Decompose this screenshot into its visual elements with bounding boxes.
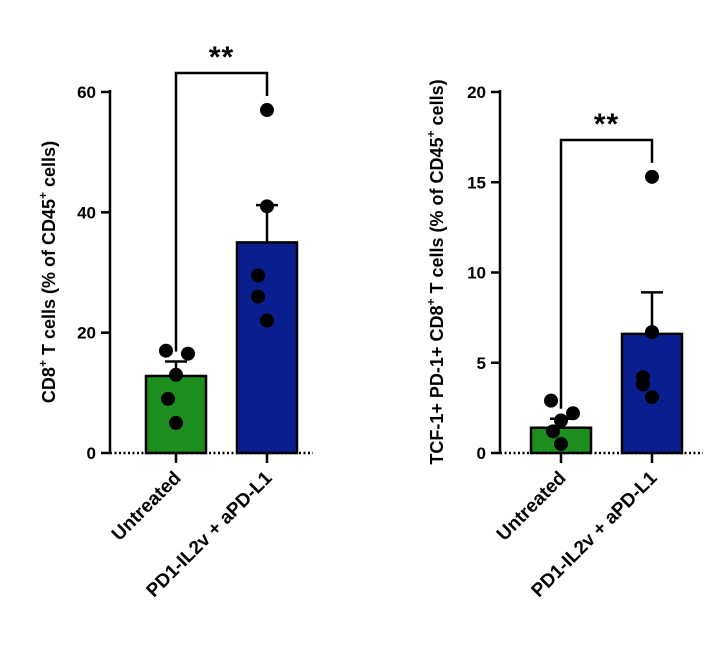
panel-2-significance-bracket: **	[559, 108, 654, 409]
panel-1-point-0-0	[159, 343, 173, 358]
panel-2-y-tick-label-1: 5	[477, 354, 486, 373]
panel-2-y-tick-label-2: 10	[467, 264, 486, 283]
panel-1-y-axis-label-text: CD8+ T cells (% of CD45+ cells)	[36, 141, 59, 403]
panel-2-point-1-1	[645, 325, 659, 340]
panel-1-cd8-t-cells: CD8+ T cells (% of CD45+ cells) 0204060 …	[36, 41, 313, 602]
panel-1-bracket-line	[174, 71, 269, 352]
panel-1-point-1-3	[251, 289, 265, 304]
panel-2-y-axis-label-text: TCF-1+ PD-1+ CD8+ T cells (% of CD45+ ce…	[424, 79, 447, 464]
panel-1-point-0-2	[169, 367, 183, 382]
panel-1-point-0-4	[169, 415, 183, 430]
panel-2-y-axis-label: TCF-1+ PD-1+ CD8+ T cells (% of CD45+ ce…	[424, 79, 447, 464]
panel-1-y-tick-label-0: 0	[87, 444, 96, 463]
panel-2-category-label-0: Untreated	[493, 468, 571, 546]
panel-2-point-1-0	[645, 169, 659, 184]
panel-1-y-tick-label-1: 20	[77, 324, 96, 343]
panel-1-y-tick-label-3: 60	[77, 83, 96, 102]
panel-2-point-0-0	[544, 393, 558, 408]
panel-2-bracket-line	[559, 138, 654, 409]
panel-1-point-1-0	[260, 103, 274, 118]
panel-1-point-1-1	[260, 199, 274, 214]
panel-2-y-tick-label-4: 20	[467, 83, 486, 102]
panel-2-point-0-4	[554, 436, 568, 451]
panel-2-point-0-3	[546, 424, 560, 439]
panel-1-y-tick-label-2: 40	[77, 203, 96, 222]
panel-2-y-tick-label-3: 15	[467, 173, 486, 192]
panel-1-point-0-3	[161, 391, 175, 406]
panel-2-y-ticks: 0 5 10 15 20	[467, 83, 500, 463]
panel-1-point-1-2	[251, 268, 265, 283]
panel-1-significance-bracket: **	[174, 41, 269, 352]
panel-2-tcf1-pd1-cd8-t-cells: TCF-1+ PD-1+ CD8+ T cells (% of CD45+ ce…	[424, 79, 703, 602]
panel-2-point-1-4	[645, 390, 659, 405]
panel-1-bar-0	[144, 374, 208, 455]
panel-1-category-label-0: Untreated	[108, 468, 186, 546]
panel-2-point-0-1	[566, 406, 580, 421]
panel-1-point-1-4	[260, 313, 274, 328]
panel-2-point-1-3	[636, 377, 650, 392]
panel-1-y-axis-label: CD8+ T cells (% of CD45+ cells)	[36, 141, 59, 403]
panel-1-bar-1	[235, 241, 299, 455]
panel-1-y-ticks: 0 20 40 60	[77, 83, 110, 463]
panel-2-bars	[529, 169, 684, 455]
panel-2-point-0-2	[554, 413, 568, 428]
panel-1-significance-label: **	[209, 41, 234, 74]
panel-2-y-tick-label-0: 0	[477, 444, 486, 463]
panel-1-point-0-1	[181, 346, 195, 361]
panel-1-bars	[144, 103, 299, 455]
panel-2-significance-label: **	[594, 108, 619, 141]
